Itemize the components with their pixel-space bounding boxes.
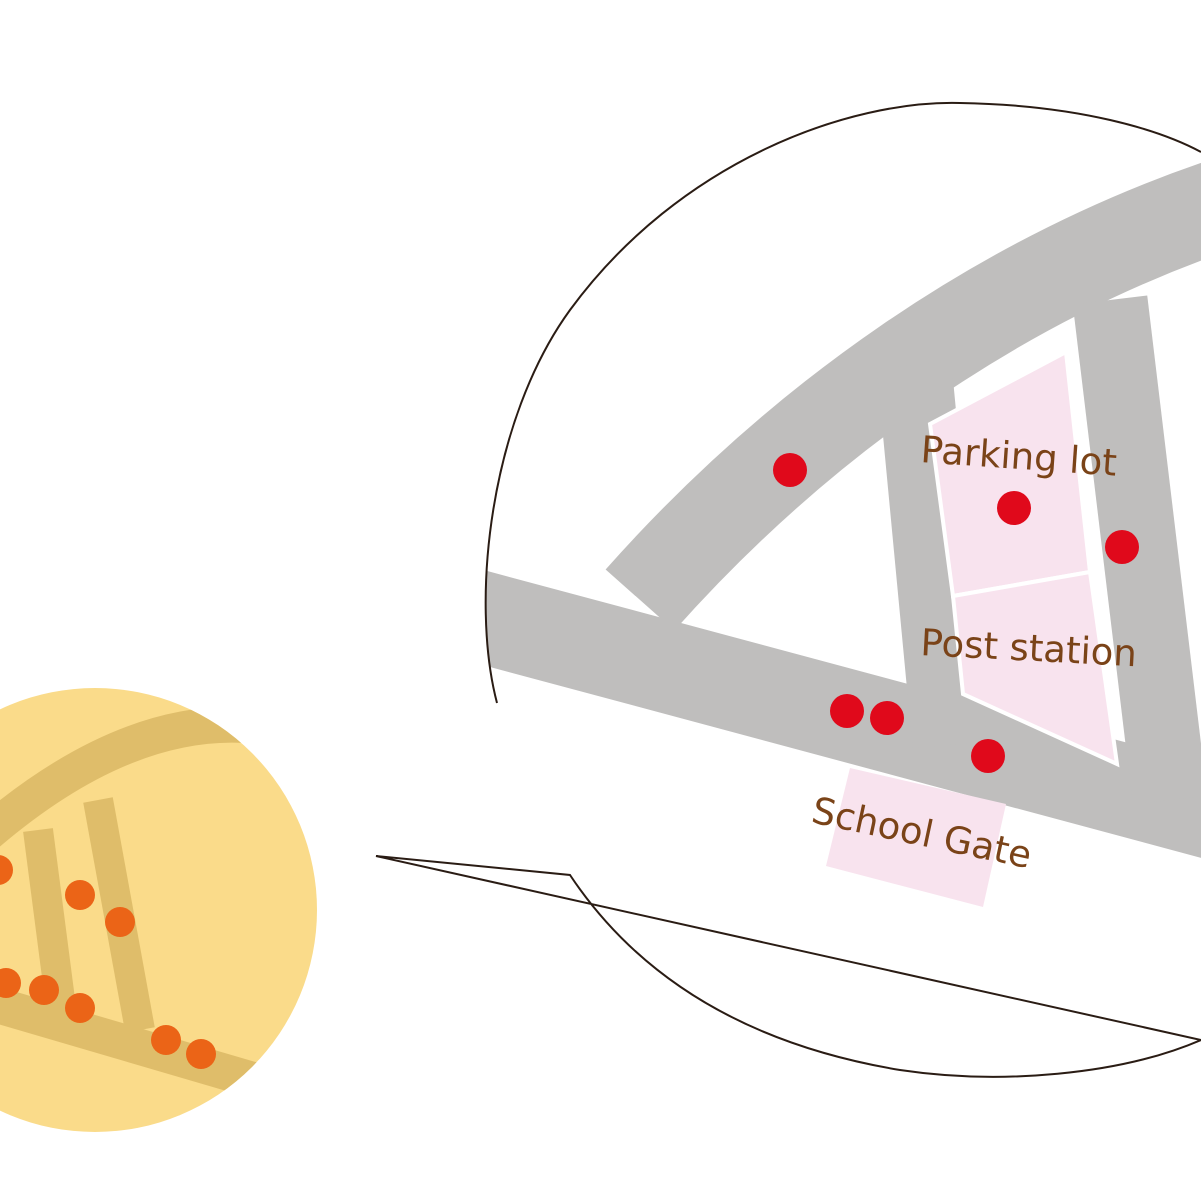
orange-dot-marker-icon <box>65 880 95 910</box>
red-dot-marker-icon <box>773 453 807 487</box>
orange-dot-marker-icon <box>151 1025 181 1055</box>
road-cross-left <box>876 361 988 749</box>
overview-road-cross-1 <box>23 828 77 1017</box>
markers <box>773 453 1139 773</box>
overview-markers <box>0 855 216 1069</box>
zoom-bubble: Parking lot Post station School Gate <box>375 101 1201 1078</box>
orange-dot-marker-icon <box>0 968 21 998</box>
orange-dot-marker-icon <box>65 993 95 1023</box>
zoomed-map: Parking lot Post station School Gate <box>458 161 1201 907</box>
overview-road-arc <box>0 706 246 854</box>
road-cross-right <box>1072 295 1201 805</box>
bubble-outline <box>375 101 1201 1078</box>
school-gate-area <box>826 768 1006 907</box>
orange-dot-marker-icon <box>186 1039 216 1069</box>
overview-minimap <box>0 688 317 1132</box>
overview-road-main <box>0 982 276 1103</box>
red-dot-marker-icon <box>971 739 1005 773</box>
red-dot-marker-icon <box>1105 530 1139 564</box>
road-arc <box>605 161 1201 631</box>
orange-dot-marker-icon <box>29 975 59 1005</box>
red-dot-marker-icon <box>830 694 864 728</box>
orange-dot-marker-icon <box>105 907 135 937</box>
orange-dot-marker-icon <box>0 855 13 885</box>
post-station-area <box>950 569 1120 768</box>
red-dot-marker-icon <box>997 491 1031 525</box>
red-dot-marker-icon <box>870 701 904 735</box>
